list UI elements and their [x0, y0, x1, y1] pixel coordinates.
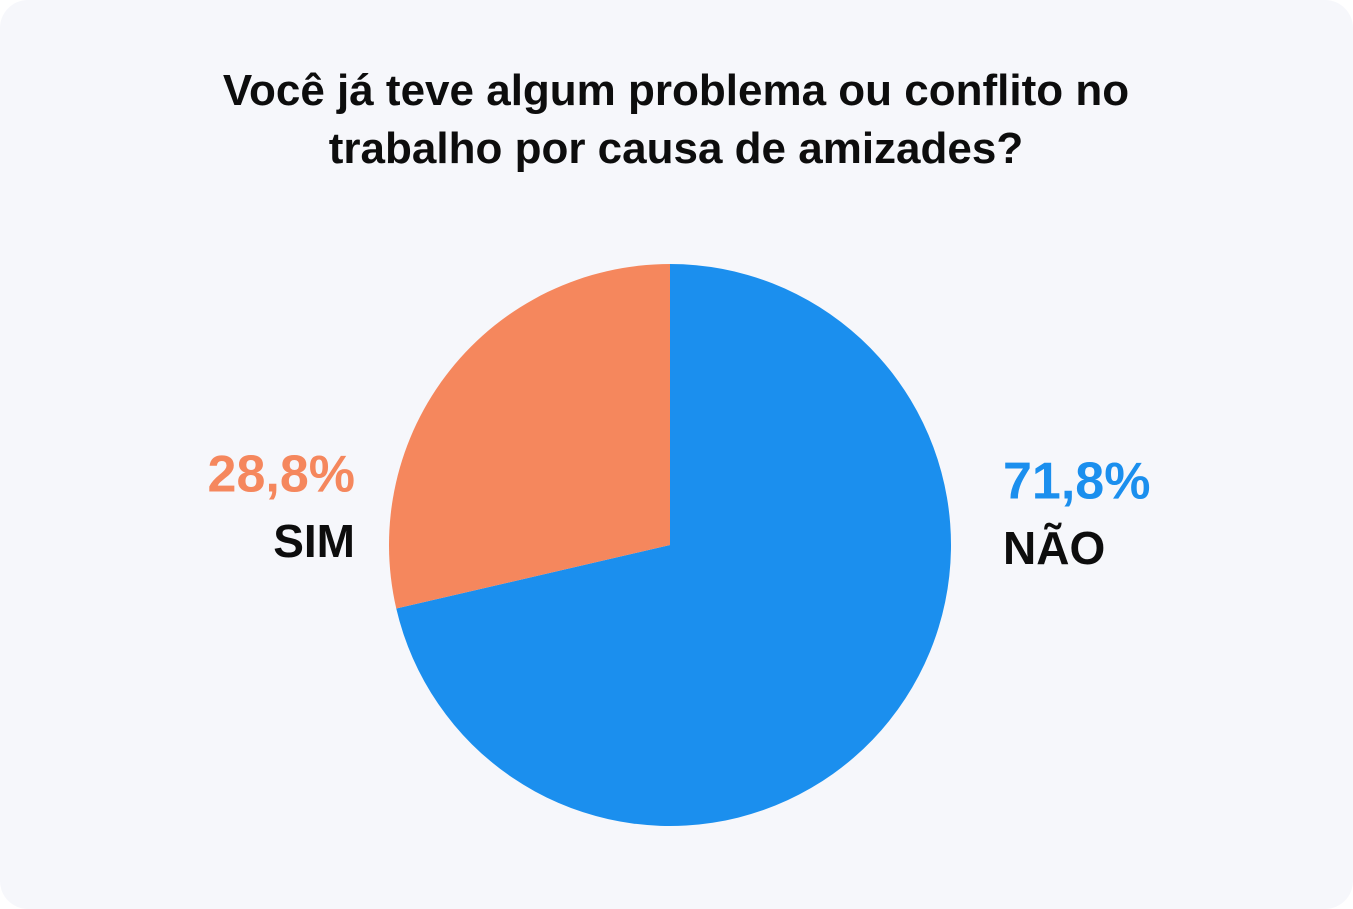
pie-slice: [396, 264, 952, 826]
category-label: NÃO: [1003, 522, 1105, 574]
chart-title: Você já teve algum problema ou conflito …: [222, 66, 1130, 173]
value-label: 28,8%: [208, 446, 355, 504]
value-label: 71,8%: [1003, 453, 1150, 511]
pie-slice: [389, 264, 670, 609]
category-label: SIM: [273, 515, 355, 567]
